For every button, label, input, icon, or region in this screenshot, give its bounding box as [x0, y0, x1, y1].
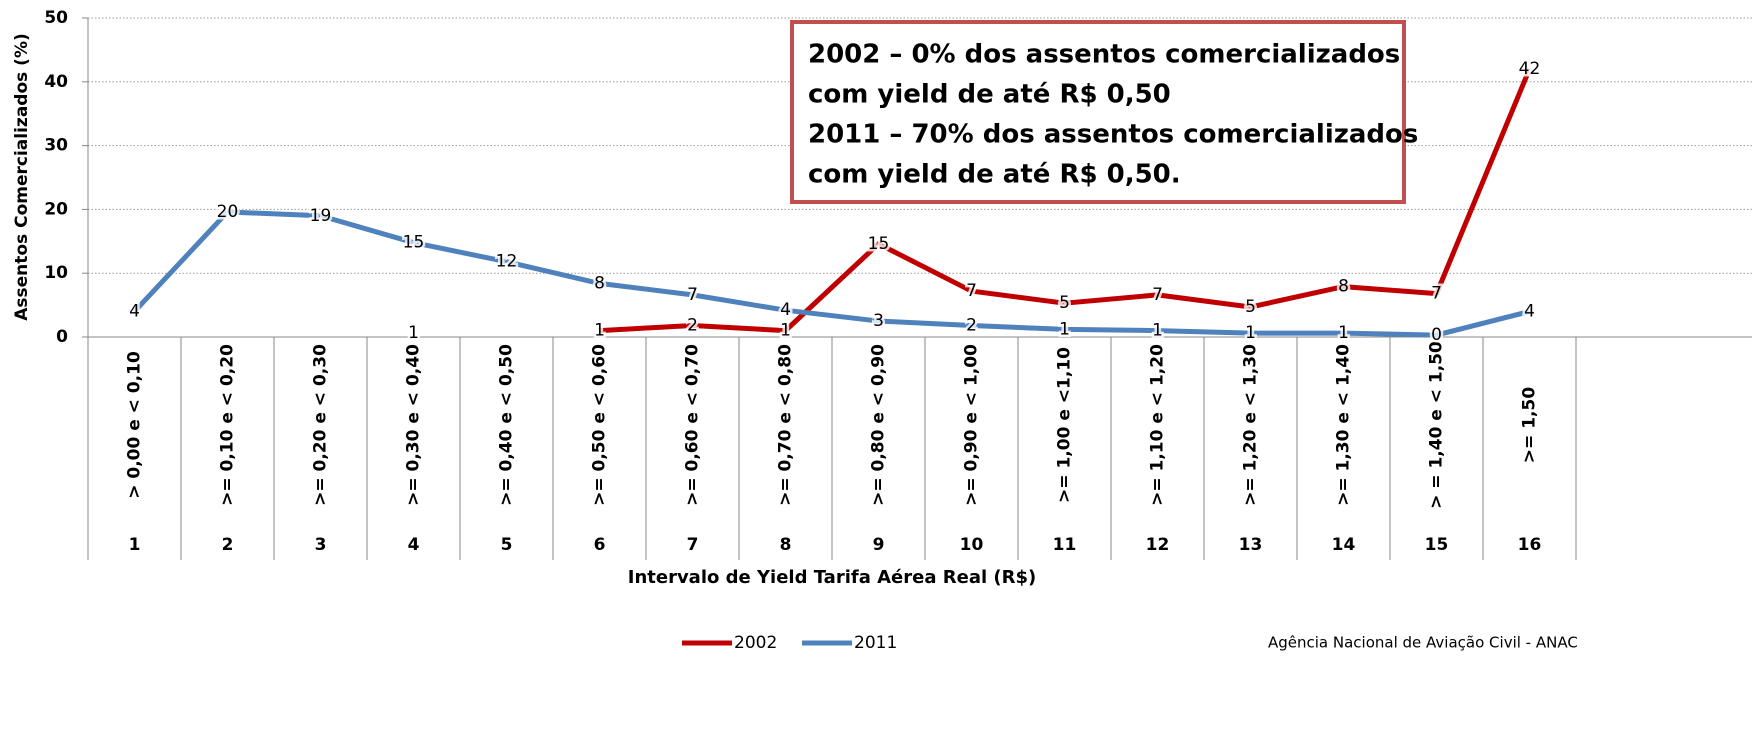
annotation-line: 2011 – 70% dos assentos comercializados — [808, 120, 1418, 150]
data-label: 15 — [403, 233, 425, 253]
data-label: 20 — [217, 202, 239, 222]
data-label: 15 — [868, 234, 890, 254]
category-number: 12 — [1146, 535, 1170, 555]
data-label: 1 — [780, 321, 791, 341]
data-label: 2 — [966, 316, 977, 336]
x-tick-label: >= 0,20 e < 0,30 — [311, 344, 331, 506]
y-axis-title: Assentos Comercializados (%) — [12, 33, 32, 321]
data-label: 1 — [1152, 321, 1163, 341]
data-label: 1 — [594, 321, 605, 341]
x-tick-label: >= 0,10 e < 0,20 — [218, 344, 238, 506]
data-label: 7 — [1431, 284, 1442, 304]
data-label: 8 — [1338, 277, 1349, 297]
category-number: 7 — [687, 535, 699, 555]
legend-label: 2011 — [854, 633, 897, 653]
x-tick-label: >= 0,80 e < 0,90 — [869, 344, 889, 506]
x-tick-label: >= 1,50 — [1520, 387, 1540, 464]
data-label: 8 — [594, 273, 605, 293]
x-tick-label: >= 1,20 e < 1,30 — [1241, 344, 1261, 506]
category-number: 3 — [315, 535, 327, 555]
data-label: 1 — [408, 323, 419, 343]
data-label: 1 — [1059, 319, 1070, 339]
category-number: 15 — [1425, 535, 1449, 555]
data-label: 7 — [1152, 285, 1163, 305]
category-number: 11 — [1053, 535, 1077, 555]
data-label: 3 — [873, 311, 884, 331]
category-number: 16 — [1518, 535, 1542, 555]
y-tick-label: 50 — [44, 8, 68, 28]
category-number: 8 — [780, 535, 792, 555]
data-label: 7 — [687, 285, 698, 305]
category-number: 10 — [960, 535, 984, 555]
x-axis-title: Intervalo de Yield Tarifa Aérea Real (R$… — [628, 567, 1037, 588]
category-number: 5 — [501, 535, 513, 555]
y-tick-label: 40 — [44, 72, 68, 92]
x-tick-label: >= 0,90 e < 1,00 — [962, 344, 982, 506]
y-tick-label: 10 — [44, 263, 68, 283]
category-number: 9 — [873, 535, 885, 555]
annotation-line: com yield de até R$ 0,50 — [808, 80, 1171, 110]
category-number: 1 — [129, 535, 141, 555]
series-line — [599, 68, 1532, 334]
data-label: 5 — [1245, 297, 1256, 317]
x-tick-label: >= 0,40 e < 0,50 — [497, 344, 517, 506]
data-label: 4 — [780, 300, 791, 320]
category-number: 13 — [1239, 535, 1263, 555]
data-label: 1 — [1245, 323, 1256, 343]
data-label: 42 — [1519, 59, 1541, 79]
annotation-box — [790, 20, 1406, 204]
x-tick-label: >= 0,60 e < 0,70 — [683, 344, 703, 506]
x-tick-label: > = 1,40 e < 1,50 — [1427, 341, 1447, 509]
data-label: 4 — [129, 301, 140, 321]
data-label: 5 — [1059, 293, 1070, 313]
category-number: 6 — [594, 535, 606, 555]
data-label: 1 — [1338, 323, 1349, 343]
category-number: 4 — [408, 535, 420, 555]
annotation-line: com yield de até R$ 0,50. — [808, 160, 1181, 190]
series-line — [132, 209, 1531, 338]
annotation-line: 2002 – 0% dos assentos comercializados — [808, 40, 1400, 70]
category-number: 14 — [1332, 535, 1356, 555]
legend-label: 2002 — [734, 633, 777, 653]
x-tick-label: >= 1,10 e < 1,20 — [1148, 344, 1168, 506]
data-label: 2 — [687, 316, 698, 336]
data-label: 0 — [1431, 325, 1442, 345]
x-tick-label: >= 0,30 e < 0,40 — [404, 344, 424, 506]
x-tick-label: >= 0,70 e < 0,80 — [776, 344, 796, 506]
y-tick-label: 30 — [44, 136, 68, 156]
data-label: 12 — [496, 252, 518, 272]
x-tick-label: >= 0,50 e < 0,60 — [590, 344, 610, 506]
source-note: Agência Nacional de Aviação Civil - ANAC — [1268, 634, 1578, 652]
data-label: 4 — [1524, 301, 1535, 321]
y-tick-label: 20 — [44, 199, 68, 219]
data-label: 19 — [310, 206, 332, 226]
x-tick-label: > 0,00 e < 0,10 — [125, 351, 145, 499]
data-label: 7 — [966, 281, 977, 301]
y-tick-label: 0 — [56, 327, 68, 347]
x-tick-label: >= 1,00 e <1,10 — [1055, 347, 1075, 503]
category-number: 2 — [222, 535, 234, 555]
x-tick-label: >= 1,30 e < 1,40 — [1334, 344, 1354, 506]
